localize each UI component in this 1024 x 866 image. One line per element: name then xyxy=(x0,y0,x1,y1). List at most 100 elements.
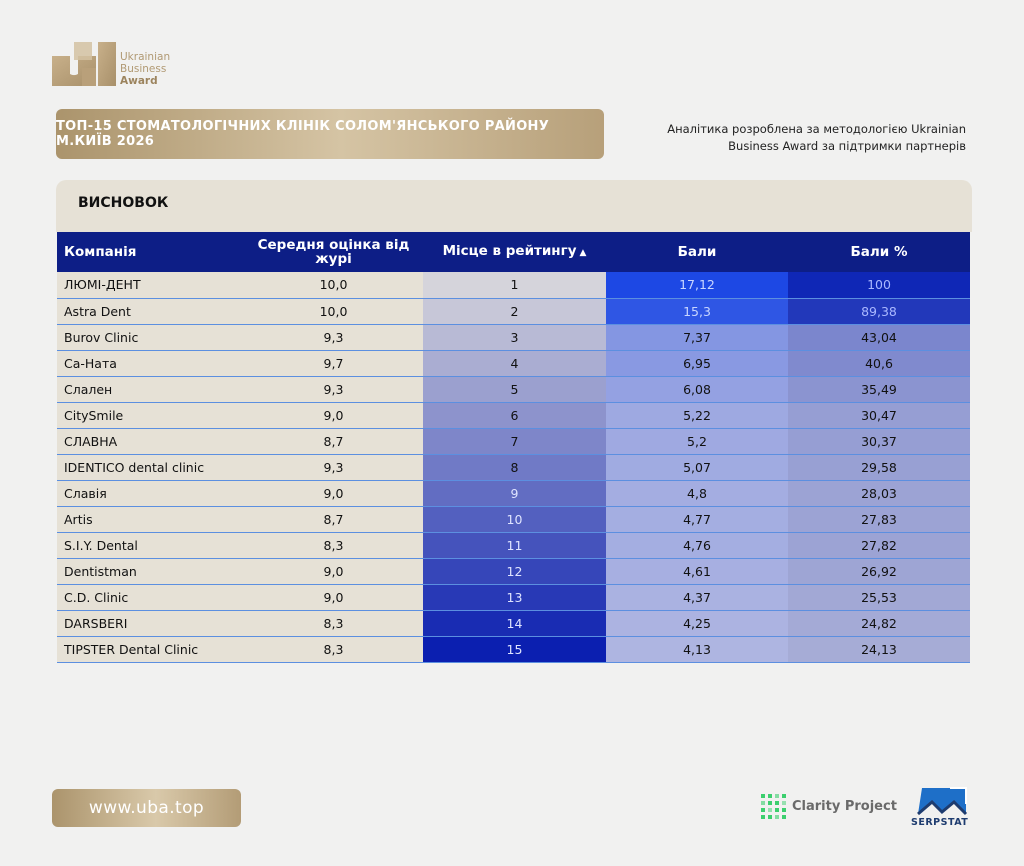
title-banner: ТОП-15 СТОМАТОЛОГІЧНИХ КЛІНІК СОЛОМ'ЯНСЬ… xyxy=(56,109,604,159)
cell-place: 13 xyxy=(423,584,606,611)
cell-jury-rating: 9,3 xyxy=(244,324,423,351)
clarity-grid-icon xyxy=(761,794,786,819)
cell-company: C.D. Clinic xyxy=(57,584,244,611)
cell-company: Славія xyxy=(57,480,244,507)
cell-score-percent: 30,37 xyxy=(788,428,970,455)
table-row: Dentistman 9,0 12 4,61 26,92 xyxy=(57,558,970,585)
serpstat-icon xyxy=(917,787,968,816)
cell-score: 6,95 xyxy=(606,350,788,377)
cell-jury-rating: 9,0 xyxy=(244,480,423,507)
cell-score-percent: 28,03 xyxy=(788,480,970,507)
table-row: Astra Dent 10,0 2 15,3 89,38 xyxy=(57,298,970,325)
cell-score: 4,77 xyxy=(606,506,788,533)
cell-score: 7,37 xyxy=(606,324,788,351)
table-row: Artis 8,7 10 4,77 27,83 xyxy=(57,506,970,533)
cell-jury-rating: 9,7 xyxy=(244,350,423,377)
cell-score-percent: 35,49 xyxy=(788,376,970,403)
cell-score-percent: 25,53 xyxy=(788,584,970,611)
cell-jury-rating: 9,0 xyxy=(244,402,423,429)
table-row: S.I.Y. Dental 8,3 11 4,76 27,82 xyxy=(57,532,970,559)
sort-up-icon[interactable]: ▲ xyxy=(579,248,587,258)
logo-text: Ukrainian Business Award xyxy=(120,51,171,87)
table-row: Слален 9,3 5 6,08 35,49 xyxy=(57,376,970,403)
header-company[interactable]: Компанія xyxy=(57,232,244,272)
cell-place: 4 xyxy=(423,350,606,377)
cell-company: Dentistman xyxy=(57,558,244,585)
cell-score-percent: 30,47 xyxy=(788,402,970,429)
cell-place: 5 xyxy=(423,376,606,403)
uba-logo-icon xyxy=(52,42,116,86)
header-place[interactable]: Місце в рейтингу ▲ xyxy=(423,232,606,272)
cell-jury-rating: 8,3 xyxy=(244,610,423,637)
header-jury-rating[interactable]: Середня оцінка від журі xyxy=(244,232,423,272)
cell-company: TIPSTER Dental Clinic xyxy=(57,636,244,663)
cell-score-percent: 40,6 xyxy=(788,350,970,377)
cell-score: 4,76 xyxy=(606,532,788,559)
cell-place: 9 xyxy=(423,480,606,507)
cell-jury-rating: 10,0 xyxy=(244,272,423,299)
cell-score: 4,37 xyxy=(606,584,788,611)
cell-jury-rating: 9,0 xyxy=(244,558,423,585)
table-row: C.D. Clinic 9,0 13 4,37 25,53 xyxy=(57,584,970,611)
cell-jury-rating: 8,3 xyxy=(244,532,423,559)
cell-place: 15 xyxy=(423,636,606,663)
table-row: Burov Clinic 9,3 3 7,37 43,04 xyxy=(57,324,970,351)
cell-score-percent: 27,82 xyxy=(788,532,970,559)
cell-place: 6 xyxy=(423,402,606,429)
cell-score: 5,2 xyxy=(606,428,788,455)
table-row: CitySmile 9,0 6 5,22 30,47 xyxy=(57,402,970,429)
cell-score: 4,13 xyxy=(606,636,788,663)
cell-company: СЛАВНА xyxy=(57,428,244,455)
website-banner[interactable]: www.uba.top xyxy=(52,789,241,827)
table-row: Славія 9,0 9 4,8 28,03 xyxy=(57,480,970,507)
cell-score-percent: 89,38 xyxy=(788,298,970,325)
cell-score-percent: 24,82 xyxy=(788,610,970,637)
page-title: ТОП-15 СТОМАТОЛОГІЧНИХ КЛІНІК СОЛОМ'ЯНСЬ… xyxy=(56,119,550,149)
cell-place: 7 xyxy=(423,428,606,455)
cell-company: S.I.Y. Dental xyxy=(57,532,244,559)
table-header-row: Компанія Середня оцінка від журі Місце в… xyxy=(57,232,970,272)
cell-company: Burov Clinic xyxy=(57,324,244,351)
conclusion-panel: ВИСНОВОК xyxy=(56,180,972,232)
cell-company: Artis xyxy=(57,506,244,533)
cell-score-percent: 100 xyxy=(788,272,970,299)
table-row: TIPSTER Dental Clinic 8,3 15 4,13 24,13 xyxy=(57,636,970,663)
cell-score: 17,12 xyxy=(606,272,788,299)
cell-company: CitySmile xyxy=(57,402,244,429)
cell-score-percent: 29,58 xyxy=(788,454,970,481)
cell-score: 4,8 xyxy=(606,480,788,507)
website-link[interactable]: www.uba.top xyxy=(88,798,205,818)
cell-score: 5,07 xyxy=(606,454,788,481)
header-score[interactable]: Бали xyxy=(606,232,788,272)
cell-place: 1 xyxy=(423,272,606,299)
cell-score-percent: 26,92 xyxy=(788,558,970,585)
header-score-percent[interactable]: Бали % xyxy=(788,232,970,272)
cell-place: 14 xyxy=(423,610,606,637)
cell-score-percent: 43,04 xyxy=(788,324,970,351)
table-row: ЛЮМІ-ДЕНТ 10,0 1 17,12 100 xyxy=(57,272,970,299)
cell-jury-rating: 8,7 xyxy=(244,506,423,533)
cell-score: 4,25 xyxy=(606,610,788,637)
cell-place: 10 xyxy=(423,506,606,533)
cell-place: 11 xyxy=(423,532,606,559)
cell-company: ЛЮМІ-ДЕНТ xyxy=(57,272,244,299)
serpstat-label: SERPSTAT xyxy=(911,817,969,828)
cell-jury-rating: 8,7 xyxy=(244,428,423,455)
cell-jury-rating: 8,3 xyxy=(244,636,423,663)
cell-place: 3 xyxy=(423,324,606,351)
cell-score: 6,08 xyxy=(606,376,788,403)
table-row: DARSBERI 8,3 14 4,25 24,82 xyxy=(57,610,970,637)
cell-score-percent: 24,13 xyxy=(788,636,970,663)
cell-jury-rating: 9,0 xyxy=(244,584,423,611)
ranking-table: Компанія Середня оцінка від журі Місце в… xyxy=(57,232,970,663)
cell-place: 8 xyxy=(423,454,606,481)
cell-company: DARSBERI xyxy=(57,610,244,637)
cell-jury-rating: 9,3 xyxy=(244,376,423,403)
cell-company: IDENTICO dental clinic xyxy=(57,454,244,481)
table-row: Са-Ната 9,7 4 6,95 40,6 xyxy=(57,350,970,377)
cell-jury-rating: 10,0 xyxy=(244,298,423,325)
cell-company: Слален xyxy=(57,376,244,403)
cell-jury-rating: 9,3 xyxy=(244,454,423,481)
clarity-project-logo: Clarity Project xyxy=(761,794,897,819)
cell-score: 5,22 xyxy=(606,402,788,429)
